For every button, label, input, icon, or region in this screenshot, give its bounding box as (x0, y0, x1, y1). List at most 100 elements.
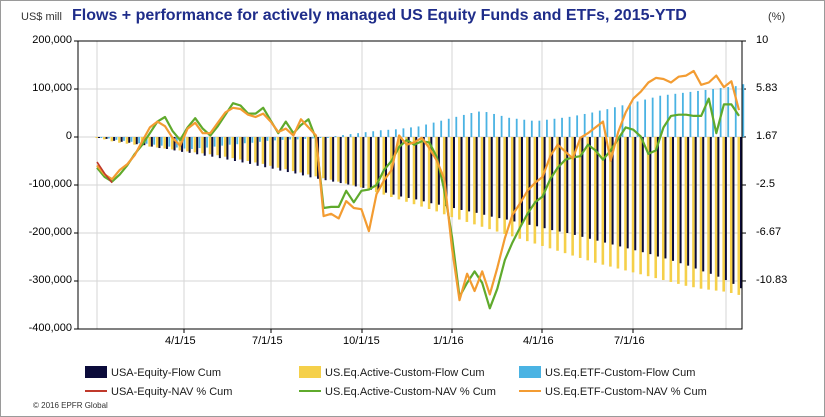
equity-flow-bar (233, 137, 236, 161)
etf-flow-bar (296, 137, 299, 140)
active-flow-bar (495, 137, 499, 232)
legend-swatch (85, 390, 107, 392)
equity-flow-bar (543, 137, 546, 229)
etf-flow-bar (198, 137, 201, 149)
equity-flow-bar (498, 137, 501, 219)
etf-flow-bar (568, 116, 571, 137)
legend-label: US.Eq.ETF-Custom-Flow Cum (545, 367, 696, 379)
equity-flow-bar (324, 137, 327, 181)
active-flow-bar (465, 137, 469, 222)
etf-flow-bar (304, 137, 307, 139)
active-flow-bar (193, 137, 197, 153)
active-flow-bar (548, 137, 552, 249)
legend-swatch (299, 366, 321, 378)
etf-flow-bar (417, 126, 420, 137)
equity-flow-bar (490, 137, 493, 217)
legend-swatch (519, 390, 541, 392)
left-axis-tick-label: 200,000 (32, 34, 72, 46)
etf-flow-bar (561, 117, 563, 137)
equity-flow-bar (709, 137, 712, 274)
equity-flow-bar (113, 137, 116, 141)
equity-flow-bar (641, 137, 644, 253)
active-flow-bar (503, 137, 506, 234)
active-flow-bar (586, 137, 590, 261)
active-flow-bar (261, 137, 265, 164)
x-axis-tick-label: 7/1/16 (614, 335, 645, 347)
equity-flow-bar (256, 137, 259, 166)
equity-flow-bar (422, 137, 425, 202)
equity-flow-bar (301, 137, 304, 176)
equity-flow-bar (294, 137, 297, 174)
etf-flow-bar (712, 89, 714, 137)
equity-flow-bar (98, 137, 100, 138)
active-flow-bar (563, 137, 567, 254)
active-flow-bar (533, 137, 537, 244)
equity-flow-bar (724, 137, 727, 281)
active-flow-bar (405, 137, 408, 202)
equity-flow-bar (385, 137, 388, 193)
legend-etf-nav: US.Eq.ETF-Custom-NAV % Cum (519, 386, 707, 398)
active-flow-bar (684, 137, 688, 286)
etf-flow-bar (319, 137, 322, 138)
equity-flow-bar (520, 137, 523, 224)
equity-flow-bar (196, 137, 199, 155)
etf-flow-bar (123, 137, 125, 141)
active-flow-bar (669, 137, 673, 282)
equity-flow-bar (347, 137, 350, 185)
active-flow-bar (692, 137, 695, 288)
equity-flow-bar (687, 137, 690, 266)
active-flow-bar (510, 137, 514, 237)
etf-flow-bar (357, 133, 359, 137)
equity-flow-bar (672, 137, 675, 261)
etf-flow-bar (530, 120, 533, 137)
active-flow-bar (344, 137, 348, 184)
active-flow-bar (223, 137, 227, 157)
equity-flow-bar (249, 137, 252, 164)
legend-usa-equity-nav: USA-Equity-NAV % Cum (85, 386, 232, 398)
active-flow-bar (442, 137, 446, 215)
active-flow-bar (578, 137, 582, 258)
equity-flow-bar (694, 137, 697, 269)
equity-flow-bar (604, 137, 607, 243)
equity-flow-bar (158, 137, 161, 149)
etf-flow-bar (349, 134, 352, 137)
etf-flow-bar (402, 128, 405, 137)
equity-flow-bar (649, 137, 652, 255)
legend-swatch (85, 366, 107, 378)
right-axis-tick-label: -2.5 (756, 178, 775, 190)
active-flow-bar (729, 137, 733, 293)
etf-flow-bar (206, 137, 208, 148)
plot-area (77, 40, 743, 330)
bar-series (95, 84, 745, 295)
etf-flow-bar (727, 87, 730, 137)
legend-usa-equity-flow: USA-Equity-Flow Cum (85, 366, 221, 379)
right-axis-tick-label: -6.67 (756, 226, 782, 239)
equity-flow-bar (551, 137, 554, 231)
etf-flow-bar (394, 129, 397, 137)
active-flow-bar (269, 137, 272, 166)
etf-flow-bar (236, 137, 239, 145)
equity-flow-bar (120, 137, 123, 142)
etf-flow-bar (191, 137, 193, 149)
legend-label: US.Eq.Active-Custom-NAV % Cum (325, 386, 496, 398)
equity-nav-line (96, 161, 113, 184)
legend-active-nav: US.Eq.Active-Custom-NAV % Cum (299, 386, 496, 398)
left-axis-tick-label: 0 (65, 130, 72, 142)
equity-flow-bar (165, 137, 168, 149)
active-flow-bar (488, 137, 491, 230)
etf-flow-bar (213, 137, 216, 147)
right-axis-unit: (%) (768, 11, 786, 23)
legend-active-flow: US.Eq.Active-Custom-Flow Cum (299, 366, 485, 379)
etf-flow-bar (326, 137, 329, 138)
active-flow-bar (171, 137, 174, 150)
active-flow-bar (639, 137, 642, 275)
active-flow-bar (359, 137, 363, 188)
etf-flow-bar (485, 112, 488, 137)
etf-flow-bar (462, 114, 465, 137)
active-flow-bar (291, 137, 295, 172)
x-axis-tick-label: 1/1/16 (433, 335, 464, 347)
equity-flow-bar (611, 137, 614, 245)
equity-flow-bar (188, 137, 191, 153)
equity-flow-bar (460, 137, 463, 210)
